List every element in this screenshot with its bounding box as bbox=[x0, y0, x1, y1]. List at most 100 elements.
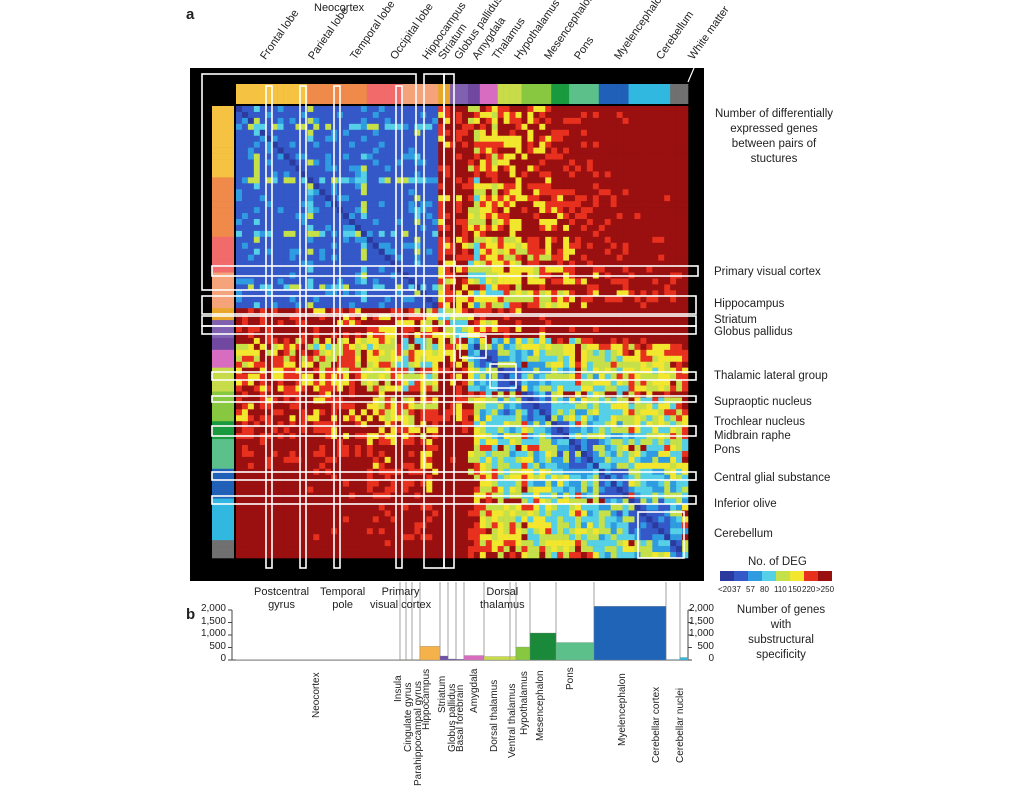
heatmap-cell bbox=[343, 332, 349, 338]
heatmap-cell bbox=[444, 481, 450, 487]
heatmap-cell bbox=[658, 237, 664, 243]
heatmap-cell bbox=[617, 314, 623, 320]
heatmap-cell bbox=[545, 195, 551, 201]
heatmap-cell bbox=[403, 445, 409, 451]
heatmap-cell bbox=[355, 374, 361, 380]
heatmap-cell bbox=[599, 409, 605, 415]
heatmap-cell bbox=[408, 415, 414, 421]
heatmap-cell bbox=[670, 165, 676, 171]
heatmap-cell bbox=[474, 457, 480, 463]
heatmap-cell bbox=[670, 284, 676, 290]
heatmap-cell bbox=[486, 439, 492, 445]
heatmap-cell bbox=[474, 350, 480, 356]
heatmap-cell bbox=[634, 457, 640, 463]
heatmap-cell bbox=[557, 136, 563, 142]
heatmap-cell bbox=[569, 267, 575, 273]
heatmap-cell bbox=[462, 296, 468, 302]
heatmap-cell bbox=[260, 296, 266, 302]
heatmap-cell bbox=[492, 267, 498, 273]
heatmap-cell bbox=[242, 231, 248, 237]
heatmap-cell bbox=[486, 362, 492, 368]
heatmap-cell bbox=[343, 481, 349, 487]
heatmap-cell bbox=[605, 142, 611, 148]
heatmap-cell bbox=[682, 445, 688, 451]
heatmap-cell bbox=[563, 177, 569, 183]
heatmap-cell bbox=[462, 171, 468, 177]
heatmap-cell bbox=[242, 463, 248, 469]
heatmap-cell bbox=[563, 201, 569, 207]
heatmap-cell bbox=[664, 356, 670, 362]
heatmap-cell bbox=[658, 136, 664, 142]
heatmap-cell bbox=[486, 403, 492, 409]
heatmap-cell bbox=[492, 124, 498, 130]
heatmap-cell bbox=[254, 457, 260, 463]
heatmap-cell bbox=[516, 118, 522, 124]
heatmap-cell bbox=[521, 427, 527, 433]
heatmap-cell bbox=[545, 171, 551, 177]
heatmap-cell bbox=[504, 267, 510, 273]
heatmap-cell bbox=[569, 219, 575, 225]
heatmap-cell bbox=[385, 207, 391, 213]
heatmap-cell bbox=[587, 160, 593, 166]
heatmap-cell bbox=[676, 171, 682, 177]
heatmap-cell bbox=[617, 451, 623, 457]
heatmap-cell bbox=[623, 112, 629, 118]
heatmap-cell bbox=[486, 457, 492, 463]
heatmap-cell bbox=[373, 487, 379, 493]
heatmap-cell bbox=[623, 350, 629, 356]
heatmap-cell bbox=[426, 177, 432, 183]
heatmap-cell bbox=[379, 445, 385, 451]
heatmap-cell bbox=[349, 177, 355, 183]
heatmap-cell bbox=[664, 154, 670, 160]
heatmap-cell bbox=[492, 136, 498, 142]
heatmap-cell bbox=[652, 201, 658, 207]
heatmap-cell bbox=[456, 225, 462, 231]
heatmap-cell bbox=[474, 356, 480, 362]
heatmap-cell bbox=[242, 219, 248, 225]
heatmap-cell bbox=[611, 160, 617, 166]
heatmap-cell bbox=[313, 112, 319, 118]
heatmap-cell bbox=[319, 106, 325, 112]
heatmap-cell bbox=[408, 356, 414, 362]
heatmap-cell bbox=[575, 284, 581, 290]
heatmap-cell bbox=[587, 409, 593, 415]
heatmap-cell bbox=[367, 183, 373, 189]
heatmap-cell bbox=[581, 231, 587, 237]
heatmap-cell bbox=[587, 195, 593, 201]
heatmap-cell bbox=[629, 284, 635, 290]
heatmap-cell bbox=[629, 267, 635, 273]
heatmap-cell bbox=[516, 296, 522, 302]
heatmap-cell bbox=[468, 160, 474, 166]
heatmap-cell bbox=[462, 148, 468, 154]
heatmap-cell bbox=[587, 344, 593, 350]
heatmap-cell bbox=[658, 255, 664, 261]
heatmap-cell bbox=[355, 177, 361, 183]
heatmap-cell bbox=[468, 142, 474, 148]
heatmap-cell bbox=[385, 350, 391, 356]
heatmap-cell bbox=[646, 207, 652, 213]
heatmap-cell bbox=[605, 201, 611, 207]
heatmap-cell bbox=[676, 136, 682, 142]
heatmap-cell bbox=[516, 356, 522, 362]
heatmap-cell bbox=[682, 219, 688, 225]
heatmap-cell bbox=[563, 481, 569, 487]
heatmap-cell bbox=[355, 213, 361, 219]
heatmap-cell bbox=[236, 445, 242, 451]
heatmap-cell bbox=[349, 409, 355, 415]
heatmap-cell bbox=[319, 362, 325, 368]
heatmap-cell bbox=[480, 171, 486, 177]
heatmap-cell bbox=[426, 183, 432, 189]
heatmap-cell bbox=[498, 427, 504, 433]
heatmap-cell bbox=[682, 243, 688, 249]
heatmap-cell bbox=[349, 207, 355, 213]
heatmap-cell bbox=[682, 225, 688, 231]
heatmap-cell bbox=[527, 344, 533, 350]
heatmap-cell bbox=[319, 445, 325, 451]
heatmap-cell bbox=[563, 171, 569, 177]
heatmap-cell bbox=[284, 356, 290, 362]
heatmap-cell bbox=[414, 350, 420, 356]
heatmap-cell bbox=[605, 374, 611, 380]
heatmap-cell bbox=[611, 249, 617, 255]
heatmap-cell bbox=[617, 463, 623, 469]
heatmap-cell bbox=[676, 160, 682, 166]
